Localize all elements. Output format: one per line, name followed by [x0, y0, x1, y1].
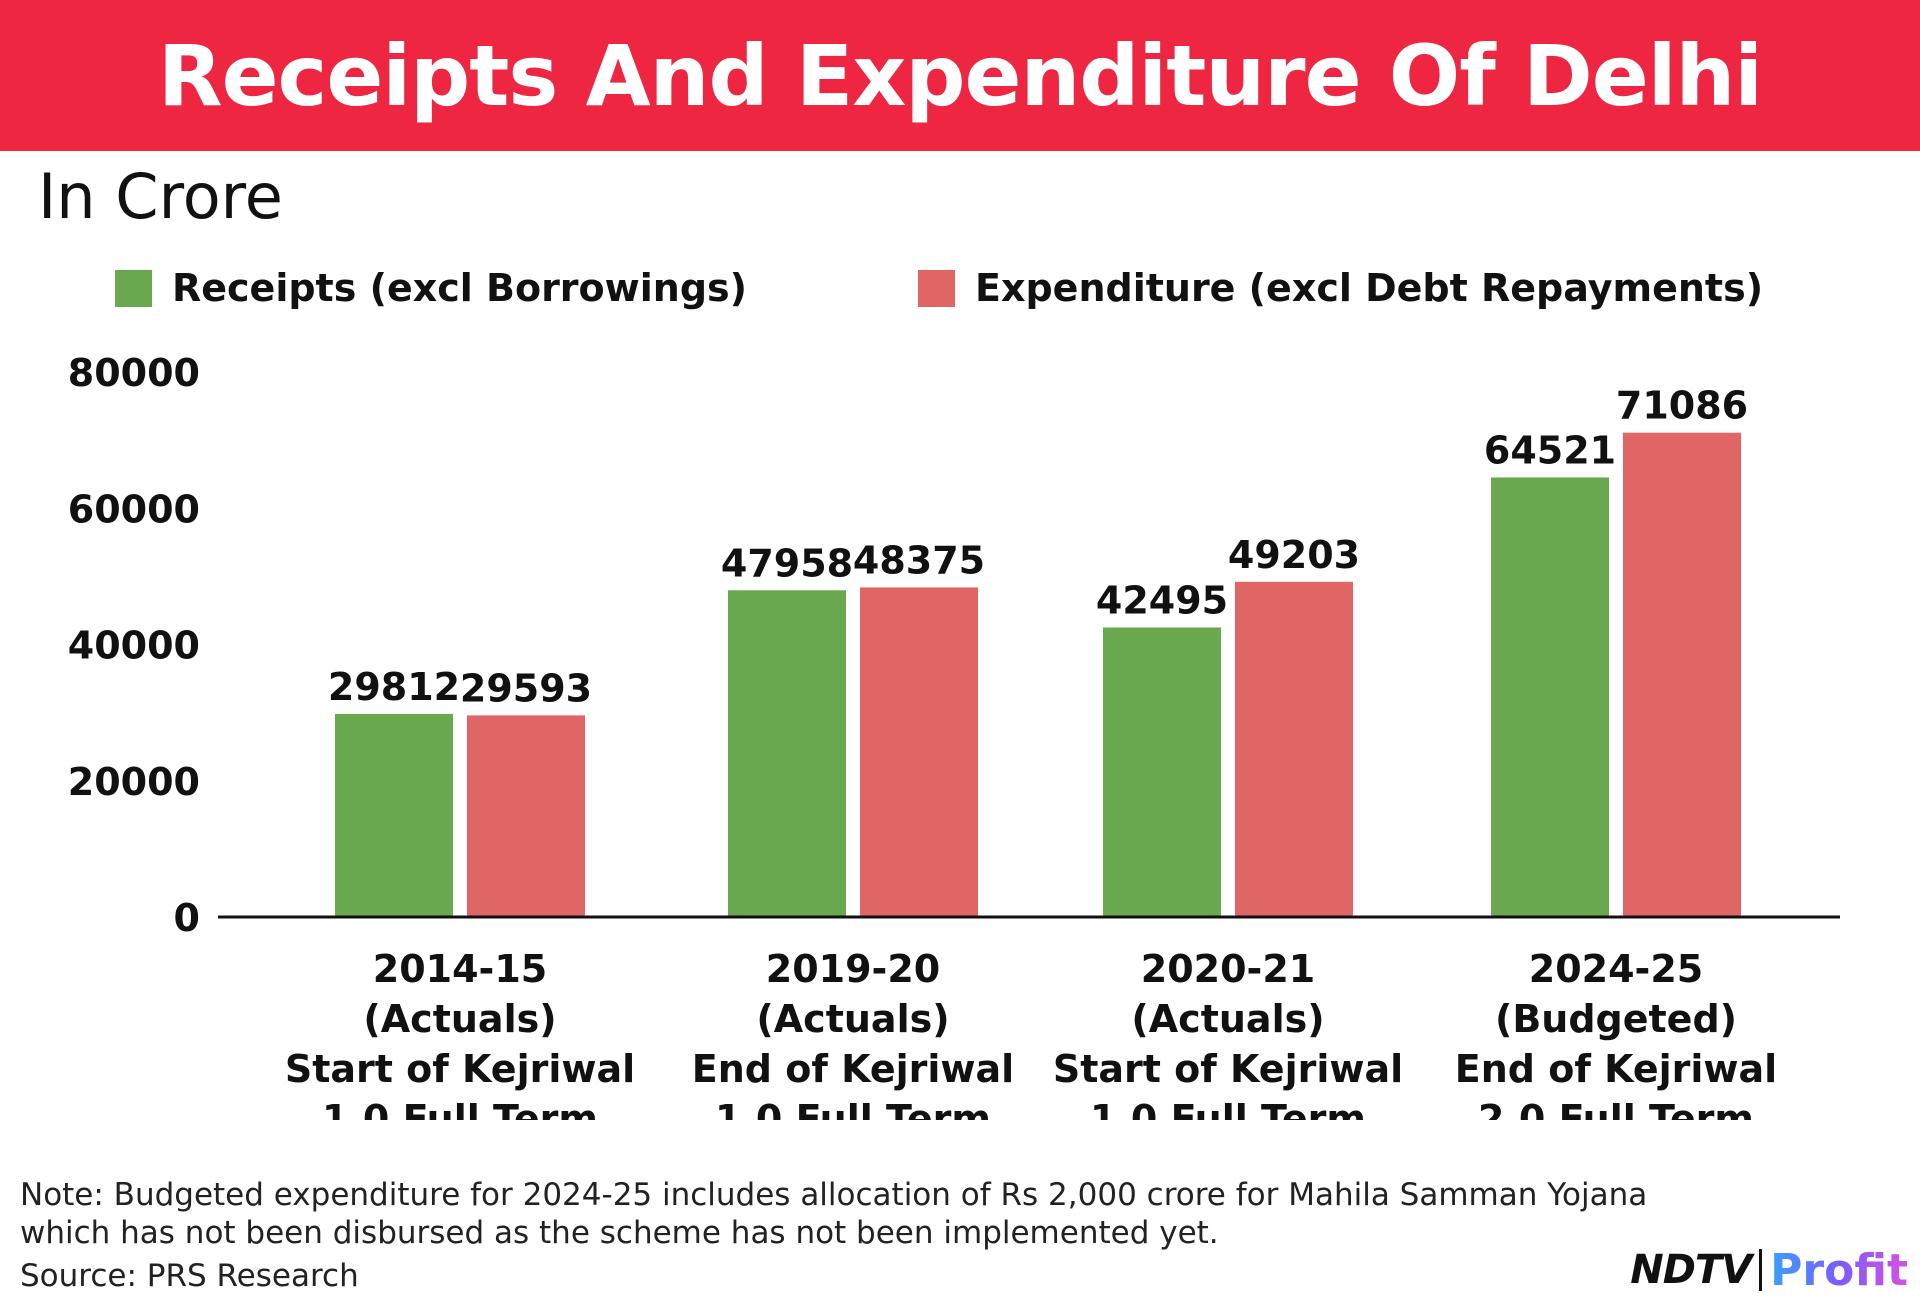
chart-title: Receipts And Expenditure Of Delhi: [157, 26, 1763, 125]
legend-swatch-expenditure: [918, 269, 955, 307]
x-tick-label: End of Kejriwal: [1455, 1047, 1777, 1091]
x-tick-label: 2.0 Full Term: [1478, 1097, 1754, 1120]
expenditure-value-label: 48375: [853, 538, 985, 582]
y-tick-label: 40000: [68, 624, 200, 668]
receipts-value-label: 64521: [1484, 428, 1616, 472]
chart-legend: Receipts (excl Borrowings) Expenditure (…: [115, 266, 1860, 316]
expenditure-value-label: 29593: [460, 666, 592, 710]
expenditure-bar: [860, 587, 978, 917]
brand-divider: [1759, 1249, 1763, 1291]
expenditure-bar: [1623, 432, 1741, 917]
receipts-bar: [728, 590, 846, 917]
expenditure-bar: [1235, 581, 1353, 917]
x-tick-label: 2014-15: [373, 947, 547, 991]
x-tick-label: (Budgeted): [1495, 997, 1737, 1041]
bar-chart: 0 20000 40000 60000 80000 29812 47958 42495 6452…: [68, 351, 1840, 1120]
y-tick-label: 20000: [68, 760, 200, 804]
brand-logo: NDTV Profit: [1630, 1244, 1908, 1296]
legend-swatch-receipts: [115, 269, 152, 307]
x-tick-label: (Actuals): [363, 997, 556, 1041]
y-tick-label: 60000: [68, 487, 200, 531]
receipts-value-label: 42495: [1096, 579, 1228, 623]
x-tick-label: 2020-21: [1141, 947, 1315, 991]
legend-label-receipts: Receipts (excl Borrowings): [172, 266, 748, 310]
receipts-bar: [335, 713, 453, 917]
x-tick-label: 2019-20: [766, 947, 940, 991]
x-tick-label: 1.0 Full Term: [1090, 1097, 1366, 1120]
brand-profit: Profit: [1770, 1244, 1908, 1296]
expenditure-value-label: 49203: [1228, 533, 1360, 577]
source-text: Source: PRS Research: [20, 1258, 359, 1294]
receipts-bar: [1491, 477, 1609, 917]
x-tick-label: 2024-25: [1529, 947, 1703, 991]
x-tick-label: Start of Kejriwal: [1053, 1047, 1403, 1091]
expenditure-value-label: 71086: [1616, 384, 1748, 428]
receipts-bar: [1103, 627, 1221, 917]
title-banner: Receipts And Expenditure Of Delhi: [0, 0, 1920, 151]
expenditure-bar: [467, 715, 585, 917]
x-tick-label: Start of Kejriwal: [285, 1047, 635, 1091]
unit-label: In Crore: [38, 160, 283, 233]
y-tick-label: 80000: [68, 351, 200, 395]
receipts-value-label: 47958: [721, 541, 853, 585]
x-tick-label: End of Kejriwal: [692, 1047, 1014, 1091]
legend-item-expenditure: Expenditure (excl Debt Repayments): [918, 266, 1763, 310]
brand-ndtv: NDTV: [1630, 1247, 1752, 1293]
receipts-value-label: 29812: [328, 665, 460, 709]
x-tick-label: (Actuals): [756, 997, 949, 1041]
legend-item-receipts: Receipts (excl Borrowings): [115, 266, 747, 310]
x-tick-label: (Actuals): [1131, 997, 1324, 1041]
x-tick-label: 1.0 Full Term: [322, 1097, 598, 1120]
legend-label-expenditure: Expenditure (excl Debt Repayments): [975, 266, 1764, 310]
footnote: Note: Budgeted expenditure for 2024-25 i…: [20, 1177, 1648, 1251]
x-tick-label: 1.0 Full Term: [715, 1097, 991, 1120]
y-tick-label: 0: [174, 896, 200, 940]
